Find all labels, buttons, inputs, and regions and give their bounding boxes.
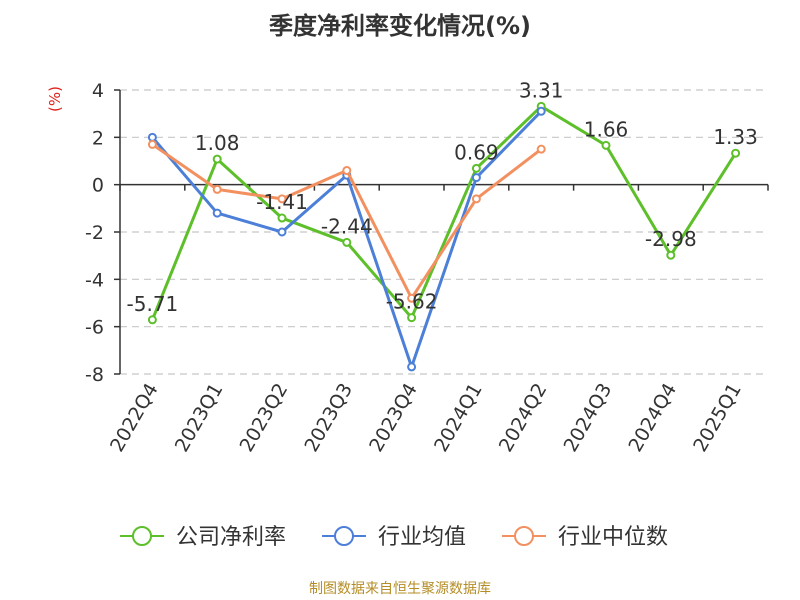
data-point — [471, 163, 481, 173]
data-point — [471, 173, 481, 183]
legend-swatch-marker — [132, 526, 152, 546]
x-tick-label: 2024Q3 — [560, 380, 617, 456]
y-tick-label: 2 — [92, 127, 104, 149]
data-point — [536, 106, 546, 116]
data-label: 0.69 — [454, 140, 499, 164]
grid-lines — [120, 89, 768, 375]
data-point — [407, 293, 417, 303]
data-point — [147, 132, 157, 142]
y-tick-label: -8 — [85, 364, 104, 386]
data-point — [407, 313, 417, 323]
data-label: 1.33 — [713, 125, 758, 149]
data-point — [212, 208, 222, 218]
data-point — [212, 184, 222, 194]
data-label: -1.41 — [256, 190, 308, 214]
data-point — [277, 213, 287, 223]
data-point — [147, 139, 157, 149]
x-tick-label: 2023Q2 — [236, 380, 293, 456]
data-point — [731, 148, 741, 158]
y-tick-label: -4 — [85, 269, 104, 291]
legend-swatch-marker — [514, 526, 534, 546]
legend: 公司净利率 行业均值 行业中位数 — [120, 525, 668, 550]
legend-swatch-marker — [334, 526, 354, 546]
data-label: 1.08 — [195, 131, 240, 155]
chart-title: 季度净利率变化情况(%) — [269, 12, 531, 40]
data-point — [407, 362, 417, 372]
y-tick-label: 0 — [92, 175, 104, 197]
x-tick-label: 2022Q4 — [106, 380, 163, 456]
x-tick-label: 2025Q1 — [689, 380, 746, 456]
data-label: 3.31 — [519, 78, 564, 102]
data-label: 1.66 — [584, 117, 629, 141]
y-tick-label: -2 — [85, 222, 104, 244]
data-point — [471, 194, 481, 204]
legend-label: 公司净利率 — [176, 525, 286, 550]
data-point — [666, 250, 676, 260]
data-point — [277, 227, 287, 237]
data-point — [342, 237, 352, 247]
x-tick-label: 2023Q3 — [300, 380, 357, 456]
data-point — [536, 144, 546, 154]
x-tick-label: 2024Q1 — [430, 380, 487, 456]
x-tick-label: 2024Q4 — [624, 380, 681, 456]
data-point — [147, 315, 157, 325]
data-point — [342, 165, 352, 175]
data-point — [277, 194, 287, 204]
legend-label: 行业均值 — [378, 525, 466, 550]
data-label: -5.71 — [127, 292, 179, 316]
data-label: -2.98 — [645, 227, 697, 251]
x-tick-label: 2023Q4 — [365, 380, 422, 456]
data-point — [212, 154, 222, 164]
data-label: -5.62 — [386, 290, 438, 314]
data-labels: -5.71 1.08 -1.41 -2.44 -5.62 0.69 3.31 1.66 -2.9… — [127, 78, 758, 315]
y-tick-label: -6 — [85, 317, 104, 339]
legend-label: 行业中位数 — [558, 525, 668, 550]
x-tick-label: 2023Q1 — [171, 380, 228, 456]
axes: -8 -6 -4 -2 0 2 4 2022Q4 2023Q1 2023Q2 2023Q3 2023Q… — [85, 80, 769, 456]
series-lines — [147, 101, 741, 372]
data-point — [601, 140, 611, 150]
data-label: -2.44 — [321, 214, 373, 238]
x-tick-label: 2024Q2 — [495, 380, 552, 456]
series-line — [151, 104, 737, 321]
y-tick-label: 4 — [92, 80, 104, 102]
source-note: 制图数据来自恒生聚源数据库 — [309, 581, 491, 597]
